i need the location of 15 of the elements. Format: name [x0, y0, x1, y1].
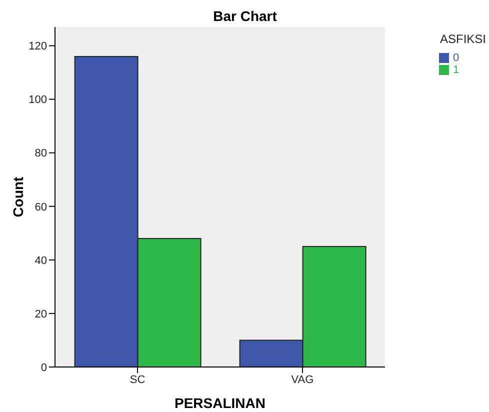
chart-title: Bar Chart — [212, 8, 278, 24]
y-tick-label: 40 — [34, 254, 47, 267]
x-tick-label: SC — [130, 374, 146, 386]
x-axis-title: PERSALINAN — [174, 395, 266, 411]
legend-label: 0 — [453, 52, 460, 64]
y-tick-label: 100 — [28, 94, 47, 106]
y-tick-label: 0 — [40, 362, 47, 374]
x-tick-label: VAG — [291, 374, 314, 386]
legend-title: ASFIKSI — [440, 32, 486, 46]
y-tick-label: 20 — [34, 308, 47, 320]
y-tick-label: 80 — [34, 148, 47, 160]
y-axis-title: Count — [10, 176, 26, 218]
y-tick-label: 60 — [34, 201, 47, 214]
y-tick-label: 120 — [28, 40, 47, 53]
legend-label: 1 — [453, 64, 460, 76]
